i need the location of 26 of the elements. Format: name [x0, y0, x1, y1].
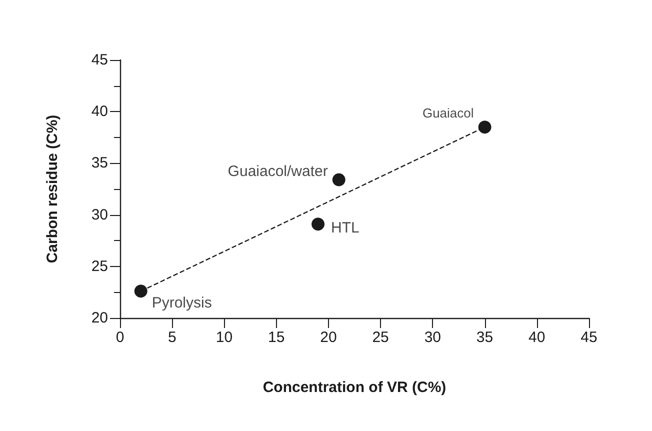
- x-tick-label: 35: [476, 329, 494, 346]
- annotation: Guaiacol: [422, 106, 474, 121]
- y-tick-label: 20: [91, 310, 108, 326]
- x-tick-label: 0: [116, 329, 124, 346]
- x-axis-title: Concentration of VR (C%): [262, 379, 446, 396]
- y-tick-label: 45: [91, 52, 108, 68]
- x-tick-label: 25: [372, 329, 389, 346]
- x-tick-label: 30: [424, 329, 442, 346]
- point: [478, 120, 492, 134]
- annotation: Guaiacol/water: [228, 163, 328, 180]
- annotation: Pyrolysis: [152, 294, 212, 312]
- point: [332, 173, 346, 186]
- point: [312, 218, 325, 231]
- y-tick-label: 25: [91, 258, 108, 275]
- y-axis-title: Carbon residue (C%): [44, 114, 61, 264]
- x-tick-label: 10: [216, 329, 233, 346]
- y-tick-label: 30: [91, 206, 108, 224]
- annotation: HTL: [331, 220, 360, 237]
- x-tick-label: 20: [320, 329, 337, 346]
- y-tick-label: 40: [91, 103, 108, 120]
- x-tick-label: 15: [268, 329, 285, 346]
- x-tick-label: 45: [580, 329, 598, 346]
- x-tick-label: 5: [168, 329, 176, 346]
- x-tick-label: 40: [528, 329, 546, 346]
- point: [134, 284, 148, 298]
- y-tick-label: 35: [91, 154, 108, 172]
